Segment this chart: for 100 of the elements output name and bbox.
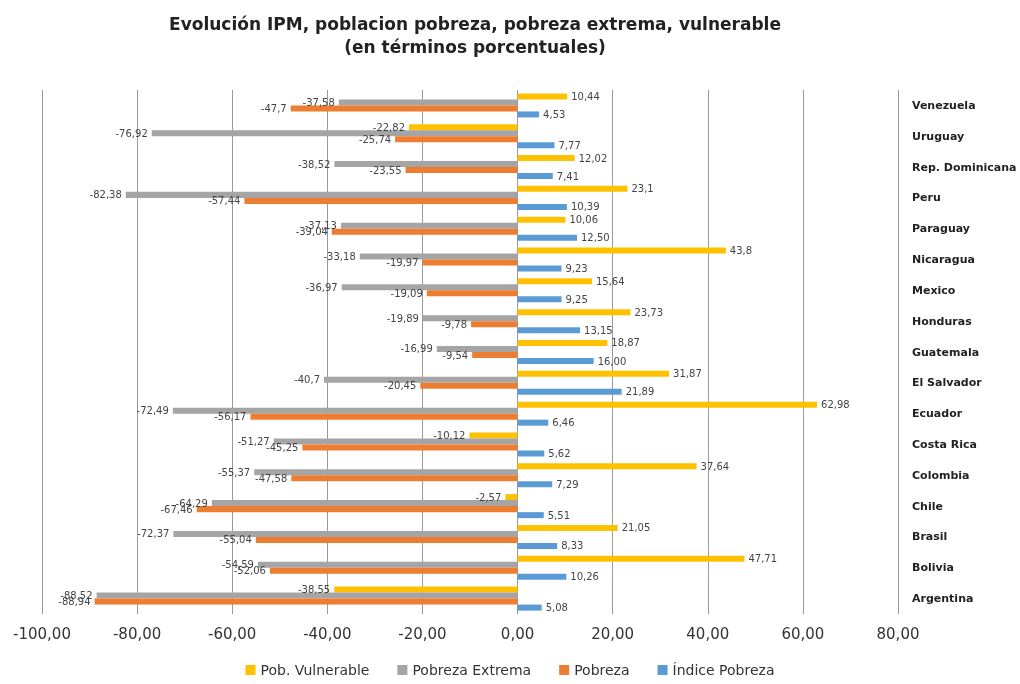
data-label: 7,41 (556, 170, 580, 182)
bar (517, 155, 575, 162)
x-tick-label: 20,00 (591, 624, 635, 643)
data-label: 9,25 (565, 293, 588, 305)
data-label: -47,7 (260, 102, 287, 114)
bar (517, 419, 549, 426)
data-label: 15,64 (595, 275, 625, 287)
chart-title: Evolución IPM, poblacion pobreza, pobreza extrema, vulnerable (169, 13, 781, 34)
data-label: 12,02 (578, 152, 608, 164)
bar (395, 136, 518, 143)
data-label: 10,44 (571, 90, 600, 102)
data-label: -72,37 (137, 528, 170, 540)
data-label: -37,58 (302, 96, 335, 108)
x-tick-label: -20,00 (398, 624, 447, 643)
bar (517, 142, 555, 149)
data-label: -47,58 (255, 472, 288, 484)
x-tick-label: -100,00 (13, 624, 71, 643)
bar (405, 167, 518, 174)
bar (517, 339, 608, 346)
bar (517, 512, 544, 519)
data-label: -16,99 (400, 343, 433, 355)
bar (517, 604, 542, 611)
data-label: -25,74 (358, 133, 392, 145)
y-tick-label: Brasil (912, 530, 948, 544)
bar (255, 536, 518, 543)
bar (517, 93, 568, 100)
data-label: 16,00 (597, 355, 627, 367)
y-tick-label: Mexico (912, 283, 956, 297)
x-tick-label: 80,00 (876, 624, 920, 643)
data-label: 4,53 (543, 108, 566, 120)
bar (469, 432, 518, 439)
data-label: -10,12 (433, 429, 466, 441)
bar (517, 450, 545, 457)
data-label: 10,06 (569, 214, 599, 226)
bar (422, 259, 518, 266)
data-label: -9,54 (442, 349, 469, 361)
bar (420, 382, 518, 389)
legend-label: Pobreza (574, 662, 630, 678)
y-tick-label: Uruguay (912, 129, 965, 143)
bar (269, 567, 518, 574)
bar (517, 573, 567, 580)
x-tick-label: 40,00 (686, 624, 730, 643)
data-label: -9,78 (441, 318, 468, 330)
data-label: 8,33 (561, 540, 584, 552)
y-tick-label: Paraguay (912, 222, 970, 236)
bar (517, 234, 577, 241)
data-label: 23,1 (631, 183, 654, 195)
data-label: 18,87 (611, 337, 640, 349)
data-label: 5,62 (548, 447, 571, 459)
y-tick-label: Argentina (912, 592, 974, 606)
y-tick-label: El Salvador (912, 376, 983, 390)
data-label: -55,37 (217, 466, 251, 478)
bar (331, 228, 518, 235)
bar (426, 290, 518, 297)
data-label: -57,44 (208, 195, 241, 207)
data-label: 7,77 (558, 139, 581, 151)
bar (517, 185, 628, 192)
legend-label: Índice Pobreza (672, 662, 775, 678)
y-tick-label: Venezuela (912, 98, 976, 112)
bar (517, 555, 745, 562)
bar (517, 463, 697, 470)
y-tick-label: Colombia (912, 468, 970, 482)
bar (517, 278, 592, 285)
bar (517, 216, 566, 223)
bar (517, 247, 726, 254)
data-label: 9,23 (565, 263, 588, 275)
bar (517, 542, 558, 549)
bar (517, 358, 594, 365)
data-label: 31,87 (673, 368, 702, 380)
data-label: -38,52 (298, 158, 331, 170)
y-tick-label: Nicaragua (912, 253, 975, 267)
bar (517, 327, 581, 334)
data-label: 10,39 (570, 201, 600, 213)
data-label: 7,29 (556, 478, 579, 490)
bar (472, 352, 518, 359)
x-tick-label: -80,00 (112, 624, 162, 643)
bar (517, 173, 553, 180)
y-tick-label: Bolivia (912, 561, 954, 575)
y-tick-label: Peru (912, 191, 941, 205)
bar (334, 586, 518, 593)
data-label: 10,26 (570, 571, 599, 583)
y-tick-label: Rep. Dominicana (912, 160, 1017, 174)
data-label: -36,97 (305, 281, 338, 293)
bar (517, 309, 631, 316)
data-label: 62,98 (821, 399, 850, 411)
legend-label: Pobreza Extrema (412, 662, 532, 678)
data-label: -55,04 (219, 534, 252, 546)
data-label: 21,05 (621, 522, 651, 534)
y-tick-label: Costa Rica (912, 437, 977, 451)
x-tick-label: 60,00 (781, 624, 825, 643)
data-label: 37,64 (700, 460, 730, 472)
bar (302, 444, 518, 451)
data-label: -20,45 (384, 380, 417, 392)
bar (517, 296, 562, 303)
data-label: -2,57 (475, 491, 502, 503)
data-label: 21,89 (625, 386, 655, 398)
data-label: 6,46 (552, 417, 575, 429)
data-label: -38,55 (297, 584, 331, 596)
bar (517, 524, 618, 531)
bar (517, 203, 567, 210)
